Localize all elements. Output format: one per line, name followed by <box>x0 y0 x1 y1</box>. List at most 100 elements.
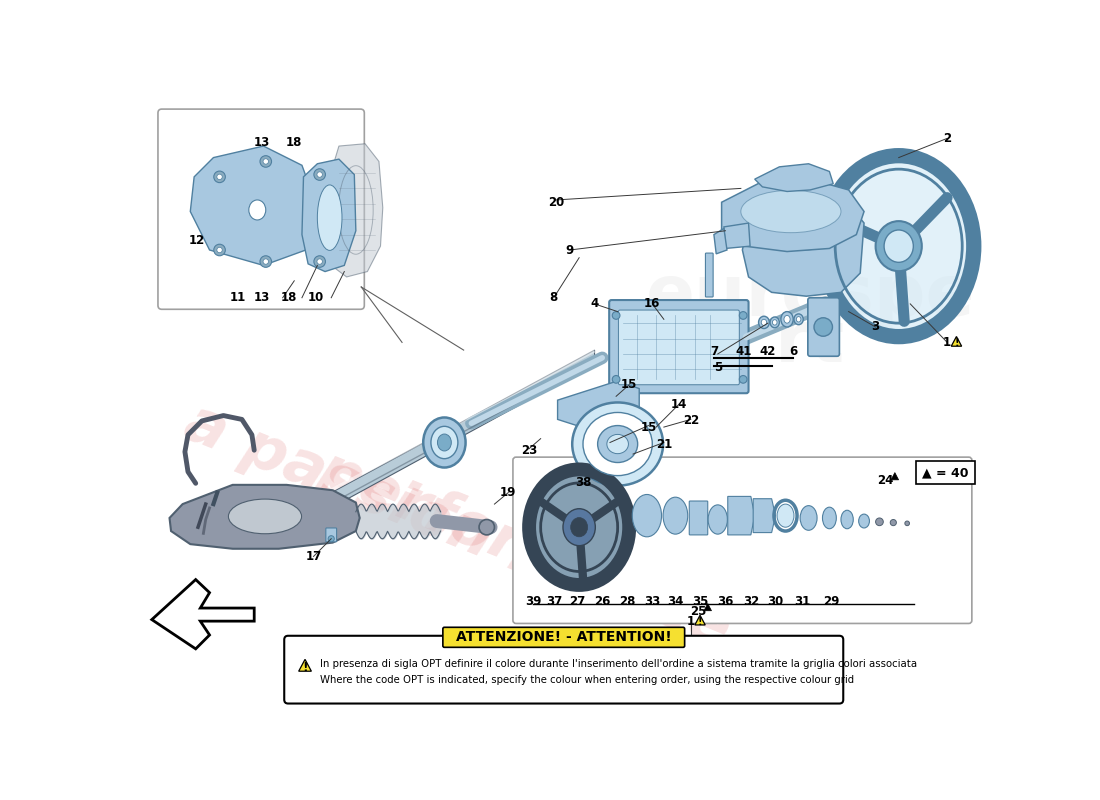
Polygon shape <box>722 179 865 251</box>
Text: ▲ = 40: ▲ = 40 <box>923 466 969 479</box>
Text: 19: 19 <box>500 486 517 499</box>
Text: 8: 8 <box>550 291 558 304</box>
Circle shape <box>876 518 883 526</box>
Polygon shape <box>742 196 865 296</box>
Ellipse shape <box>597 426 638 462</box>
FancyBboxPatch shape <box>705 253 713 297</box>
Text: 42: 42 <box>760 345 775 358</box>
Polygon shape <box>695 615 705 625</box>
Text: 13: 13 <box>254 136 270 149</box>
Text: 9: 9 <box>565 243 574 257</box>
Ellipse shape <box>572 402 663 486</box>
FancyBboxPatch shape <box>618 310 739 385</box>
Ellipse shape <box>772 320 777 325</box>
Polygon shape <box>754 498 776 533</box>
Text: 3: 3 <box>871 321 880 334</box>
Circle shape <box>480 519 495 535</box>
FancyBboxPatch shape <box>326 528 337 542</box>
Ellipse shape <box>781 311 793 327</box>
Circle shape <box>814 318 833 336</box>
Text: 30: 30 <box>768 594 783 608</box>
Ellipse shape <box>563 509 595 546</box>
Text: 14: 14 <box>671 398 688 410</box>
Ellipse shape <box>249 200 266 220</box>
Ellipse shape <box>741 190 840 233</box>
Text: In presenza di sigla OPT definire il colore durante l'inserimento dell'ordine a : In presenza di sigla OPT definire il col… <box>320 659 917 670</box>
Text: ATTENZIONE! - ATTENTION!: ATTENZIONE! - ATTENTION! <box>455 630 672 644</box>
Polygon shape <box>169 485 360 549</box>
FancyBboxPatch shape <box>158 109 364 310</box>
Ellipse shape <box>529 470 629 585</box>
Circle shape <box>739 312 747 319</box>
Circle shape <box>314 169 326 180</box>
Ellipse shape <box>770 317 779 328</box>
FancyBboxPatch shape <box>284 636 844 703</box>
Circle shape <box>613 312 620 319</box>
Circle shape <box>213 171 226 182</box>
FancyBboxPatch shape <box>690 501 707 535</box>
Polygon shape <box>952 337 961 346</box>
Text: 13: 13 <box>254 291 270 304</box>
Ellipse shape <box>777 504 794 527</box>
Ellipse shape <box>438 434 451 451</box>
Text: 33: 33 <box>645 594 660 608</box>
Circle shape <box>317 259 322 264</box>
Text: 25: 25 <box>691 606 706 618</box>
FancyBboxPatch shape <box>609 300 749 394</box>
Text: 24: 24 <box>878 474 894 487</box>
Text: 10: 10 <box>308 291 323 304</box>
Text: 4: 4 <box>591 298 598 310</box>
Circle shape <box>213 244 226 256</box>
Text: Where the code OPT is indicated, specify the colour when entering order, using t: Where the code OPT is indicated, specify… <box>320 674 855 685</box>
FancyBboxPatch shape <box>443 627 684 647</box>
Text: 36: 36 <box>717 594 734 608</box>
Text: !: ! <box>302 661 308 674</box>
Text: 39: 39 <box>525 594 541 608</box>
Ellipse shape <box>431 426 458 458</box>
Polygon shape <box>755 164 834 191</box>
Ellipse shape <box>759 316 769 329</box>
Text: 6: 6 <box>789 345 797 358</box>
FancyBboxPatch shape <box>807 298 839 356</box>
Text: a passion for: a passion for <box>176 393 613 615</box>
Circle shape <box>260 256 272 267</box>
Polygon shape <box>891 473 899 480</box>
Ellipse shape <box>708 505 727 534</box>
Text: 20: 20 <box>548 196 564 209</box>
Polygon shape <box>704 603 712 610</box>
Text: 17: 17 <box>306 550 321 563</box>
Circle shape <box>905 521 910 526</box>
Ellipse shape <box>571 518 587 537</box>
Polygon shape <box>301 159 356 271</box>
Ellipse shape <box>800 506 817 530</box>
Text: 27: 27 <box>570 594 585 608</box>
Text: !: ! <box>697 617 703 627</box>
Ellipse shape <box>663 497 688 534</box>
Text: 37: 37 <box>547 594 562 608</box>
Text: 12: 12 <box>188 234 205 247</box>
Circle shape <box>217 174 222 179</box>
Text: 35: 35 <box>693 594 710 608</box>
Text: 2: 2 <box>943 132 951 145</box>
Polygon shape <box>330 144 383 277</box>
Polygon shape <box>714 229 727 254</box>
Ellipse shape <box>794 314 803 325</box>
Circle shape <box>217 247 222 253</box>
Ellipse shape <box>824 156 974 337</box>
Text: 15: 15 <box>640 421 657 434</box>
Polygon shape <box>277 350 594 538</box>
Circle shape <box>317 172 322 178</box>
Text: eurospe: eurospe <box>646 262 975 330</box>
Polygon shape <box>558 381 639 438</box>
Text: 18: 18 <box>286 136 302 149</box>
Ellipse shape <box>859 514 869 528</box>
Ellipse shape <box>876 221 922 271</box>
Polygon shape <box>299 659 311 671</box>
Polygon shape <box>728 496 755 535</box>
Text: 21: 21 <box>656 438 672 450</box>
Text: 16: 16 <box>645 298 660 310</box>
Polygon shape <box>190 146 318 266</box>
Circle shape <box>314 256 326 267</box>
Circle shape <box>260 156 272 167</box>
Ellipse shape <box>424 418 465 467</box>
